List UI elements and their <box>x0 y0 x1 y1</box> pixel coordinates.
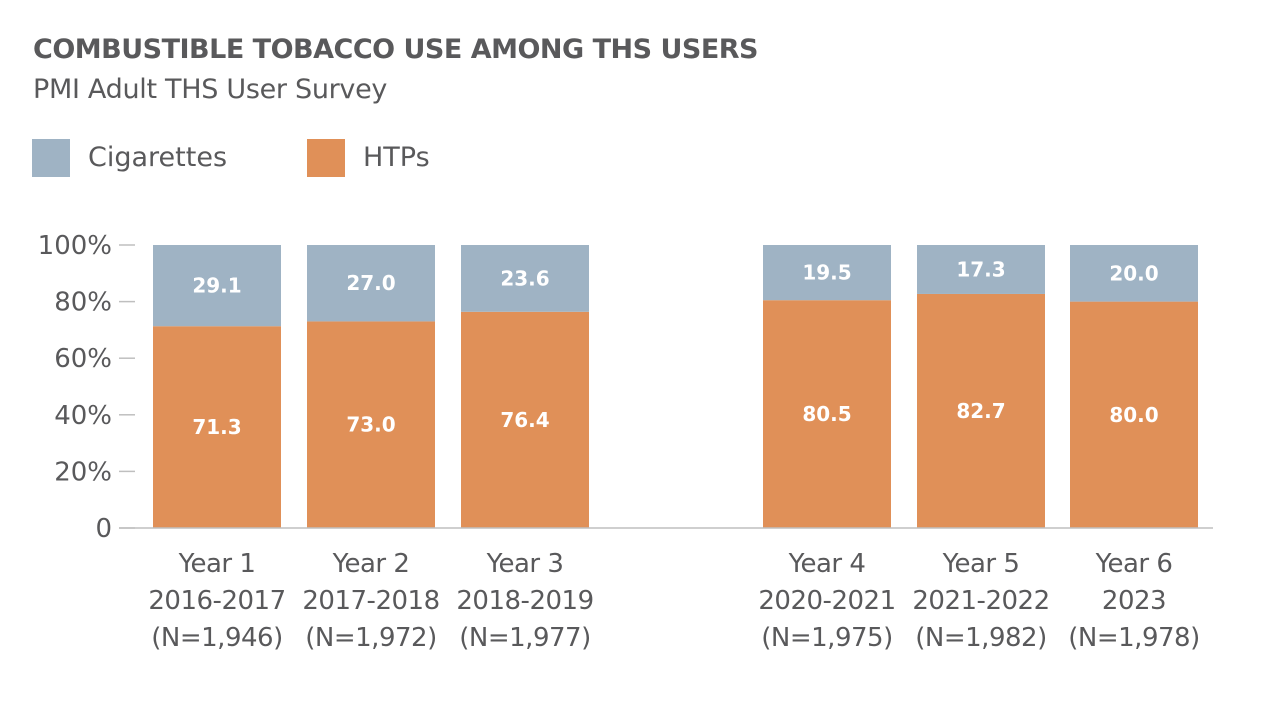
bar-segment-cigarettes <box>763 245 891 301</box>
bar-segment-htps <box>461 311 589 528</box>
data-label-htps: 73.0 <box>346 413 395 437</box>
chart-subtitle: PMI Adult THS User Survey <box>33 74 388 105</box>
y-tick-label: 0 <box>95 514 112 544</box>
x-category-label: 2021-2022 <box>912 586 1049 616</box>
bar-segment-cigarettes <box>917 245 1045 294</box>
legend-label-cigarettes: Cigarettes <box>88 142 228 173</box>
data-label-cigarettes: 29.1 <box>192 274 241 298</box>
data-label-cigarettes: 27.0 <box>346 271 395 295</box>
bar-segment-htps <box>763 300 891 528</box>
x-category-label: Year 4 <box>788 549 866 579</box>
data-label-htps: 82.7 <box>956 399 1005 423</box>
x-category-label: Year 1 <box>178 549 256 579</box>
x-category-label: (N=1,982) <box>915 623 1046 653</box>
x-category-label: 2023 <box>1102 586 1166 616</box>
x-category-label: (N=1,946) <box>151 623 282 653</box>
x-category-label: (N=1,978) <box>1068 623 1199 653</box>
data-label-cigarettes: 17.3 <box>956 257 1005 281</box>
data-label-htps: 71.3 <box>192 415 241 439</box>
legend-swatch-htps <box>307 139 345 177</box>
data-label-cigarettes: 23.6 <box>500 266 549 290</box>
x-category-label: 2020-2021 <box>758 586 895 616</box>
bar-segment-htps <box>307 321 435 528</box>
data-label-htps: 80.0 <box>1109 403 1158 427</box>
x-category-label: Year 6 <box>1095 549 1173 579</box>
bar-segment-cigarettes <box>461 245 589 312</box>
bar-segment-htps <box>917 293 1045 528</box>
x-category-label: (N=1,972) <box>305 623 436 653</box>
y-tick-label: 100% <box>38 231 112 261</box>
chart-title: COMBUSTIBLE TOBACCO USE AMONG THS USERS <box>33 34 759 65</box>
data-label-cigarettes: 19.5 <box>802 261 851 285</box>
bar-segment-htps <box>1070 301 1198 528</box>
bar-segment-cigarettes <box>307 245 435 322</box>
y-tick-label: 80% <box>54 288 112 318</box>
x-category-label: Year 2 <box>332 549 410 579</box>
x-category-label: 2017-2018 <box>302 586 439 616</box>
y-tick-label: 60% <box>54 344 112 374</box>
bar-segment-htps <box>153 326 281 528</box>
bar-segment-cigarettes <box>1070 245 1198 302</box>
legend-swatch-cigarettes <box>32 139 70 177</box>
x-category-label: Year 5 <box>942 549 1020 579</box>
x-category-label: 2016-2017 <box>148 586 285 616</box>
y-tick-label: 40% <box>54 401 112 431</box>
data-label-htps: 76.4 <box>500 408 549 432</box>
x-category-label: (N=1,975) <box>761 623 892 653</box>
legend-label-htps: HTPs <box>363 142 430 173</box>
x-category-label: 2018-2019 <box>456 586 593 616</box>
y-tick-label: 20% <box>54 457 112 487</box>
bar-segment-cigarettes <box>153 245 281 327</box>
x-category-label: (N=1,977) <box>459 623 590 653</box>
data-label-cigarettes: 20.0 <box>1109 261 1158 285</box>
data-label-htps: 80.5 <box>802 402 851 426</box>
x-category-label: Year 3 <box>486 549 564 579</box>
